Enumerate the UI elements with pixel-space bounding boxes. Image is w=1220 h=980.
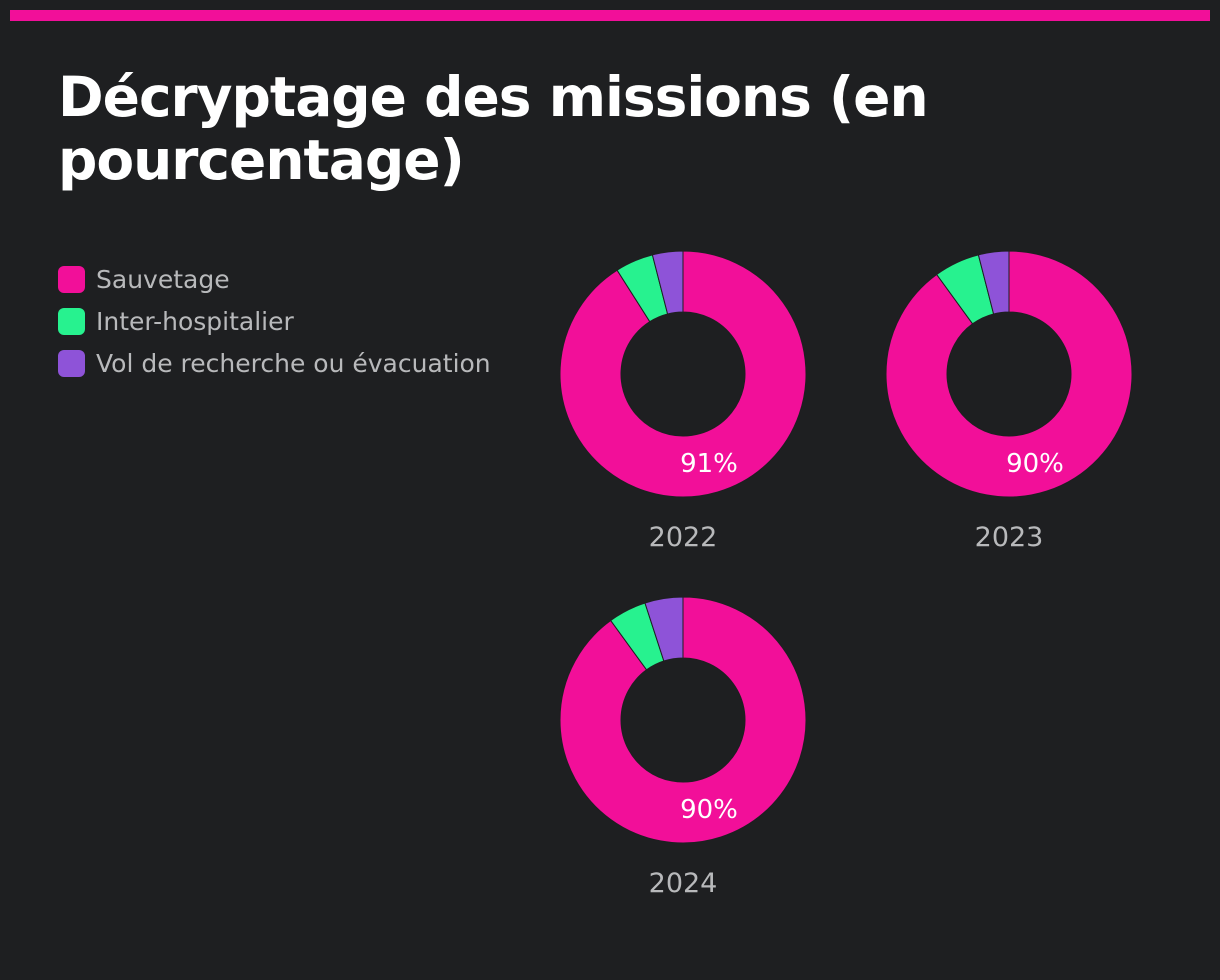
slice-sauvetage-2023	[885, 250, 1133, 498]
donut-chart-2022: 91% 2022	[559, 250, 807, 553]
slice-value-label: 91%	[680, 449, 738, 479]
donut-chart-2023: 90% 2023	[885, 250, 1133, 553]
slice-vol-de-recherche-ou-vacuation-2022	[651, 250, 684, 315]
year-label: 2024	[649, 868, 718, 899]
slice-value-label: 90%	[1006, 449, 1064, 479]
slice-vol-de-recherche-ou-vacuation-2024	[644, 596, 684, 662]
donut-chart-2024: 90% 2024	[559, 596, 807, 899]
legend-swatch-sauvetage	[58, 265, 85, 293]
page-title: Décryptage des missions (en pourcentage)	[58, 65, 929, 192]
legend-item-vol-de-recherche: Vol de recherche ou évacuation	[58, 342, 491, 384]
year-label: 2023	[975, 522, 1044, 553]
slice-sauvetage-2024	[559, 596, 807, 844]
legend-label: Vol de recherche ou évacuation	[96, 348, 491, 378]
legend-label: Inter-hospitalier	[96, 306, 294, 336]
slice-sauvetage-2022	[559, 250, 807, 498]
slice-vol-de-recherche-ou-vacuation-2023	[977, 250, 1010, 315]
year-label: 2022	[649, 522, 718, 553]
legend-item-inter-hospitalier: Inter-hospitalier	[58, 300, 491, 342]
legend-label: Sauvetage	[96, 264, 230, 294]
legend-item-sauvetage: Sauvetage	[58, 258, 491, 300]
legend-swatch-vol-de-recherche	[58, 349, 85, 377]
accent-bar	[10, 10, 1210, 21]
legend-swatch-inter-hospitalier	[58, 307, 85, 335]
slice-value-label: 90%	[680, 795, 738, 825]
legend: Sauvetage Inter-hospitalier Vol de reche…	[58, 258, 491, 384]
